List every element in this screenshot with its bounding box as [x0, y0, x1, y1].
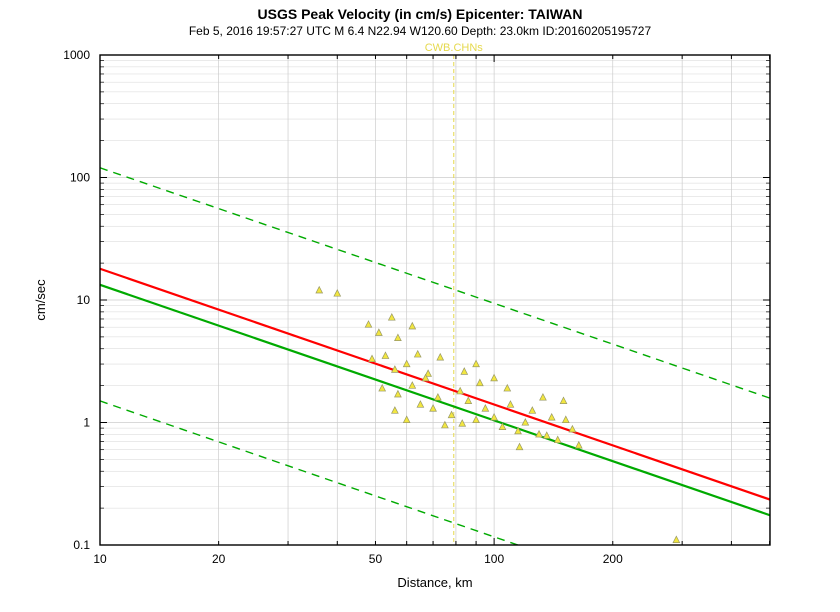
data-point — [457, 388, 464, 394]
data-point — [673, 536, 680, 542]
data-point — [459, 420, 466, 426]
attenuation-curve — [100, 168, 770, 398]
data-point — [560, 397, 567, 403]
y-tick-label: 10 — [77, 293, 91, 307]
data-point — [529, 407, 536, 413]
data-point — [382, 352, 389, 358]
data-point — [430, 405, 437, 411]
attenuation-plot: 10 20 50 100 200 0.1 1 10 100 1000 Distance, km cm/… — [0, 0, 840, 612]
y-axis-label: cm/sec — [33, 279, 48, 321]
data-point — [461, 368, 468, 374]
x-tick-label: 20 — [212, 552, 226, 566]
y-tick-label: 100 — [70, 171, 90, 185]
data-point — [395, 391, 402, 397]
data-point — [414, 351, 421, 357]
x-axis-label: Distance, km — [397, 575, 472, 590]
data-point — [316, 287, 323, 293]
data-point — [403, 360, 410, 366]
data-point — [365, 321, 372, 327]
x-tick-label: 50 — [369, 552, 383, 566]
data-point — [395, 334, 402, 340]
data-point — [562, 416, 569, 422]
data-point — [465, 397, 472, 403]
data-point — [435, 394, 442, 400]
y-tick-label: 1 — [83, 416, 90, 430]
data-point — [491, 414, 498, 420]
data-point — [473, 416, 480, 422]
y-tick-label: 1000 — [63, 48, 90, 62]
data-point — [334, 290, 341, 296]
data-point — [477, 379, 484, 385]
data-point — [569, 426, 576, 432]
data-point — [437, 354, 444, 360]
data-point — [403, 416, 410, 422]
data-point — [473, 360, 480, 366]
x-tick-label: 200 — [603, 552, 623, 566]
x-tick-label: 10 — [93, 552, 107, 566]
data-point — [369, 355, 376, 361]
data-point — [548, 414, 555, 420]
data-point — [417, 401, 424, 407]
x-tick-label: 100 — [484, 552, 504, 566]
data-point — [482, 405, 489, 411]
data-point — [543, 432, 550, 438]
data-point — [516, 443, 523, 449]
y-tick-label: 0.1 — [73, 538, 90, 552]
attenuation-curve — [100, 269, 770, 500]
station-label: CWB.CHNs — [425, 42, 484, 54]
data-point — [376, 329, 383, 335]
data-point — [392, 407, 399, 413]
data-point — [388, 314, 395, 320]
data-point — [507, 401, 514, 407]
data-point — [554, 436, 561, 442]
data-point — [575, 442, 582, 448]
data-point — [522, 419, 529, 425]
data-point — [409, 323, 416, 329]
data-point — [540, 394, 547, 400]
data-point — [409, 382, 416, 388]
data-point — [491, 374, 498, 380]
